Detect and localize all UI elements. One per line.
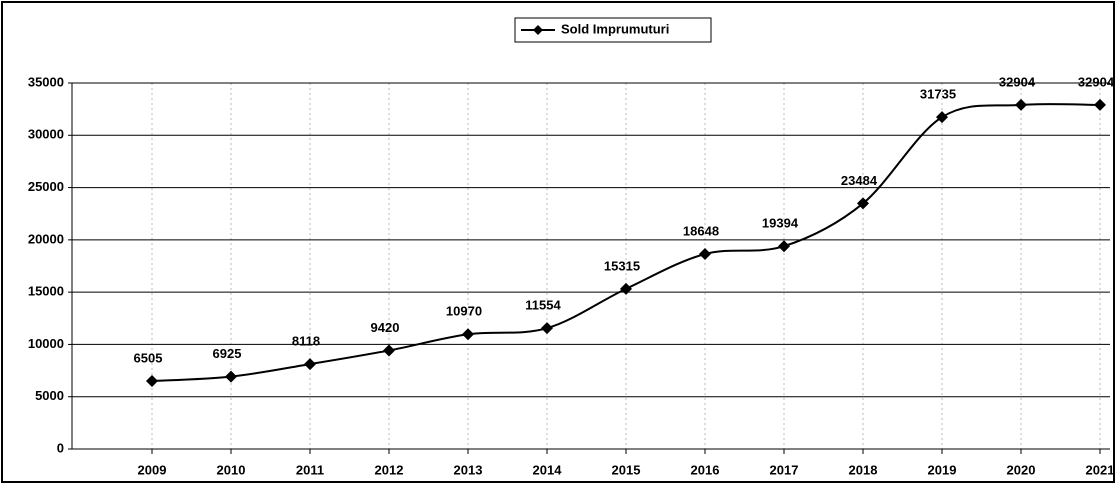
marker [225, 370, 237, 383]
x-tick-label: 2016 [691, 462, 720, 477]
x-tick-label: 2020 [1007, 462, 1036, 477]
x-tick-label: 2011 [296, 462, 324, 477]
data-label: 19394 [762, 216, 799, 231]
y-tick-label: 30000 [28, 127, 64, 142]
x-tick-label: 2012 [375, 462, 404, 477]
marker [1015, 98, 1027, 111]
marker [462, 328, 474, 341]
data-label: 8118 [292, 334, 320, 349]
data-label: 6925 [213, 346, 242, 361]
legend-label: Sold Imprumuturi [561, 21, 669, 36]
marker [778, 240, 790, 253]
marker [541, 322, 553, 335]
y-tick-label: 10000 [28, 336, 64, 351]
x-tick-label: 2013 [454, 462, 483, 477]
data-label: 32904 [1078, 74, 1115, 89]
legend-marker [533, 25, 543, 35]
y-tick-label: 5000 [35, 388, 64, 403]
y-tick-label: 25000 [28, 179, 64, 194]
data-label: 23484 [841, 173, 878, 188]
marker [857, 197, 869, 210]
data-label: 18648 [683, 223, 719, 238]
marker [304, 358, 316, 371]
marker [383, 344, 395, 357]
marker [146, 374, 158, 387]
data-label: 9420 [371, 320, 400, 335]
x-tick-label: 2019 [928, 462, 957, 477]
data-label: 32904 [999, 74, 1036, 89]
x-tick-label: 2018 [849, 462, 878, 477]
x-tick-label: 2021 [1086, 462, 1115, 477]
marker [620, 282, 632, 295]
y-tick-label: 0 [57, 440, 64, 455]
data-label: 31735 [920, 87, 956, 102]
y-tick-label: 20000 [28, 231, 64, 246]
data-label: 15315 [604, 258, 640, 273]
x-tick-label: 2015 [612, 462, 641, 477]
data-label: 10970 [446, 304, 482, 319]
y-tick-label: 15000 [28, 284, 64, 299]
data-label: 6505 [134, 350, 163, 365]
x-tick-label: 2017 [770, 462, 799, 477]
marker [699, 247, 711, 260]
data-label: 11554 [525, 298, 561, 313]
x-tick-label: 2009 [138, 462, 167, 477]
marker [936, 111, 948, 124]
x-tick-label: 2010 [217, 462, 246, 477]
x-tick-label: 2014 [533, 462, 563, 477]
marker [1094, 98, 1106, 111]
y-tick-label: 35000 [28, 74, 64, 89]
